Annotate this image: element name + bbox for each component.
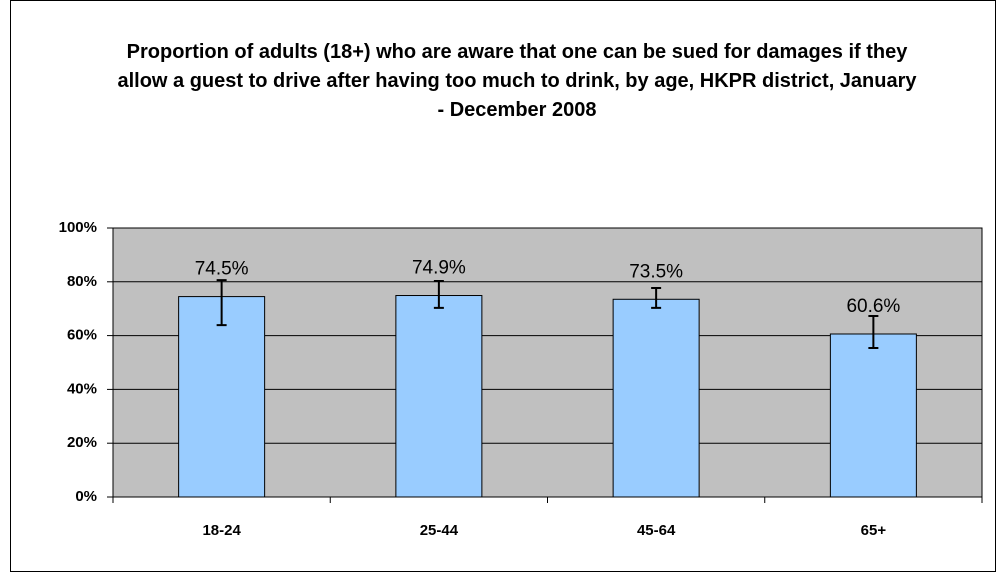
y-tick-label: 40% bbox=[67, 380, 97, 397]
value-label: 74.9% bbox=[412, 258, 466, 279]
value-label: 74.5% bbox=[195, 259, 249, 280]
x-tick-label: 18-24 bbox=[202, 522, 241, 539]
bar bbox=[612, 298, 700, 498]
error-bar bbox=[651, 286, 662, 309]
value-label: 60.6% bbox=[846, 296, 900, 317]
chart-title: Proportion of adults (18+) who are aware… bbox=[117, 41, 917, 121]
x-tick-label: 45-64 bbox=[637, 522, 676, 539]
x-tick-label: 65+ bbox=[861, 522, 887, 539]
y-tick-label: 0% bbox=[75, 488, 97, 505]
bar bbox=[178, 296, 266, 498]
bar bbox=[395, 295, 483, 498]
frame bbox=[10, 0, 996, 572]
bar bbox=[829, 333, 917, 498]
error-bar bbox=[433, 279, 444, 309]
error-bar bbox=[868, 314, 879, 349]
x-tick-label: 25-44 bbox=[420, 522, 459, 539]
y-tick-label: 60% bbox=[67, 327, 97, 344]
y-tick-label: 80% bbox=[67, 273, 97, 290]
y-tick-label: 100% bbox=[59, 219, 97, 236]
error-bar bbox=[216, 279, 227, 327]
value-label: 73.5% bbox=[629, 261, 683, 282]
y-tick-label: 20% bbox=[67, 434, 97, 451]
